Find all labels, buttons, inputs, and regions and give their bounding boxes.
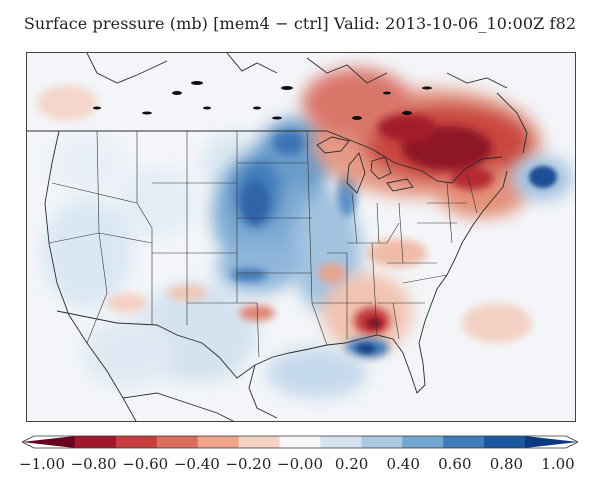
colorbar-cell xyxy=(22,436,75,448)
anomaly-red-south xyxy=(37,85,532,343)
colorbar-cell xyxy=(443,436,485,448)
colorbar-tick: 0.80 xyxy=(489,455,524,473)
state-borders xyxy=(48,130,478,358)
colorbar-tick: 0.60 xyxy=(438,455,472,473)
colorbar-cell xyxy=(115,436,158,448)
colorbar-cell xyxy=(402,436,444,448)
colorbar-cell xyxy=(156,436,199,448)
colorbar-tick: 0.40 xyxy=(386,455,420,473)
pressure-difference-map: 82 hr xyxy=(26,52,576,422)
country-borders xyxy=(27,53,528,421)
colorbar-tick: −0.60 xyxy=(122,455,169,473)
colorbar-cell xyxy=(320,436,362,448)
colorbar-cell xyxy=(197,436,240,448)
colorbar-cell xyxy=(279,436,321,448)
colorbar-cell xyxy=(74,436,117,448)
map-canvas xyxy=(27,53,575,421)
colorbar-cell xyxy=(484,436,526,448)
canada-lakes xyxy=(93,81,432,120)
anomaly-atlantic-low xyxy=(512,156,572,200)
anomaly-southeast-dipole xyxy=(267,273,412,398)
colorbar-tick: −0.40 xyxy=(173,455,220,473)
map-title: Surface pressure (mb) [mem4 − ctrl] Vali… xyxy=(23,14,577,33)
anomaly-red-core xyxy=(377,114,494,190)
colorbar-tick: 0.20 xyxy=(334,455,369,473)
anomaly-blue-core xyxy=(231,131,357,281)
colorbar-ticks: −1.00 −0.80 −0.60 −0.40 −0.20 −0.00 0.20… xyxy=(0,455,600,479)
forecast-hour-label: 82 hr xyxy=(65,413,157,421)
colorbar-cell xyxy=(238,436,281,448)
colorbar-cell xyxy=(361,436,403,448)
colorbar-tick: −0.20 xyxy=(225,455,272,473)
colorbar-tick: −0.00 xyxy=(277,455,323,473)
colorbar-outline xyxy=(22,435,578,449)
colorbar-tick: 1.00 xyxy=(541,455,575,473)
colorbar-tick: −0.80 xyxy=(70,455,117,473)
colorbar-tick: −1.00 xyxy=(19,455,65,473)
colorbar xyxy=(22,435,578,449)
colorbar-cell xyxy=(525,436,578,448)
